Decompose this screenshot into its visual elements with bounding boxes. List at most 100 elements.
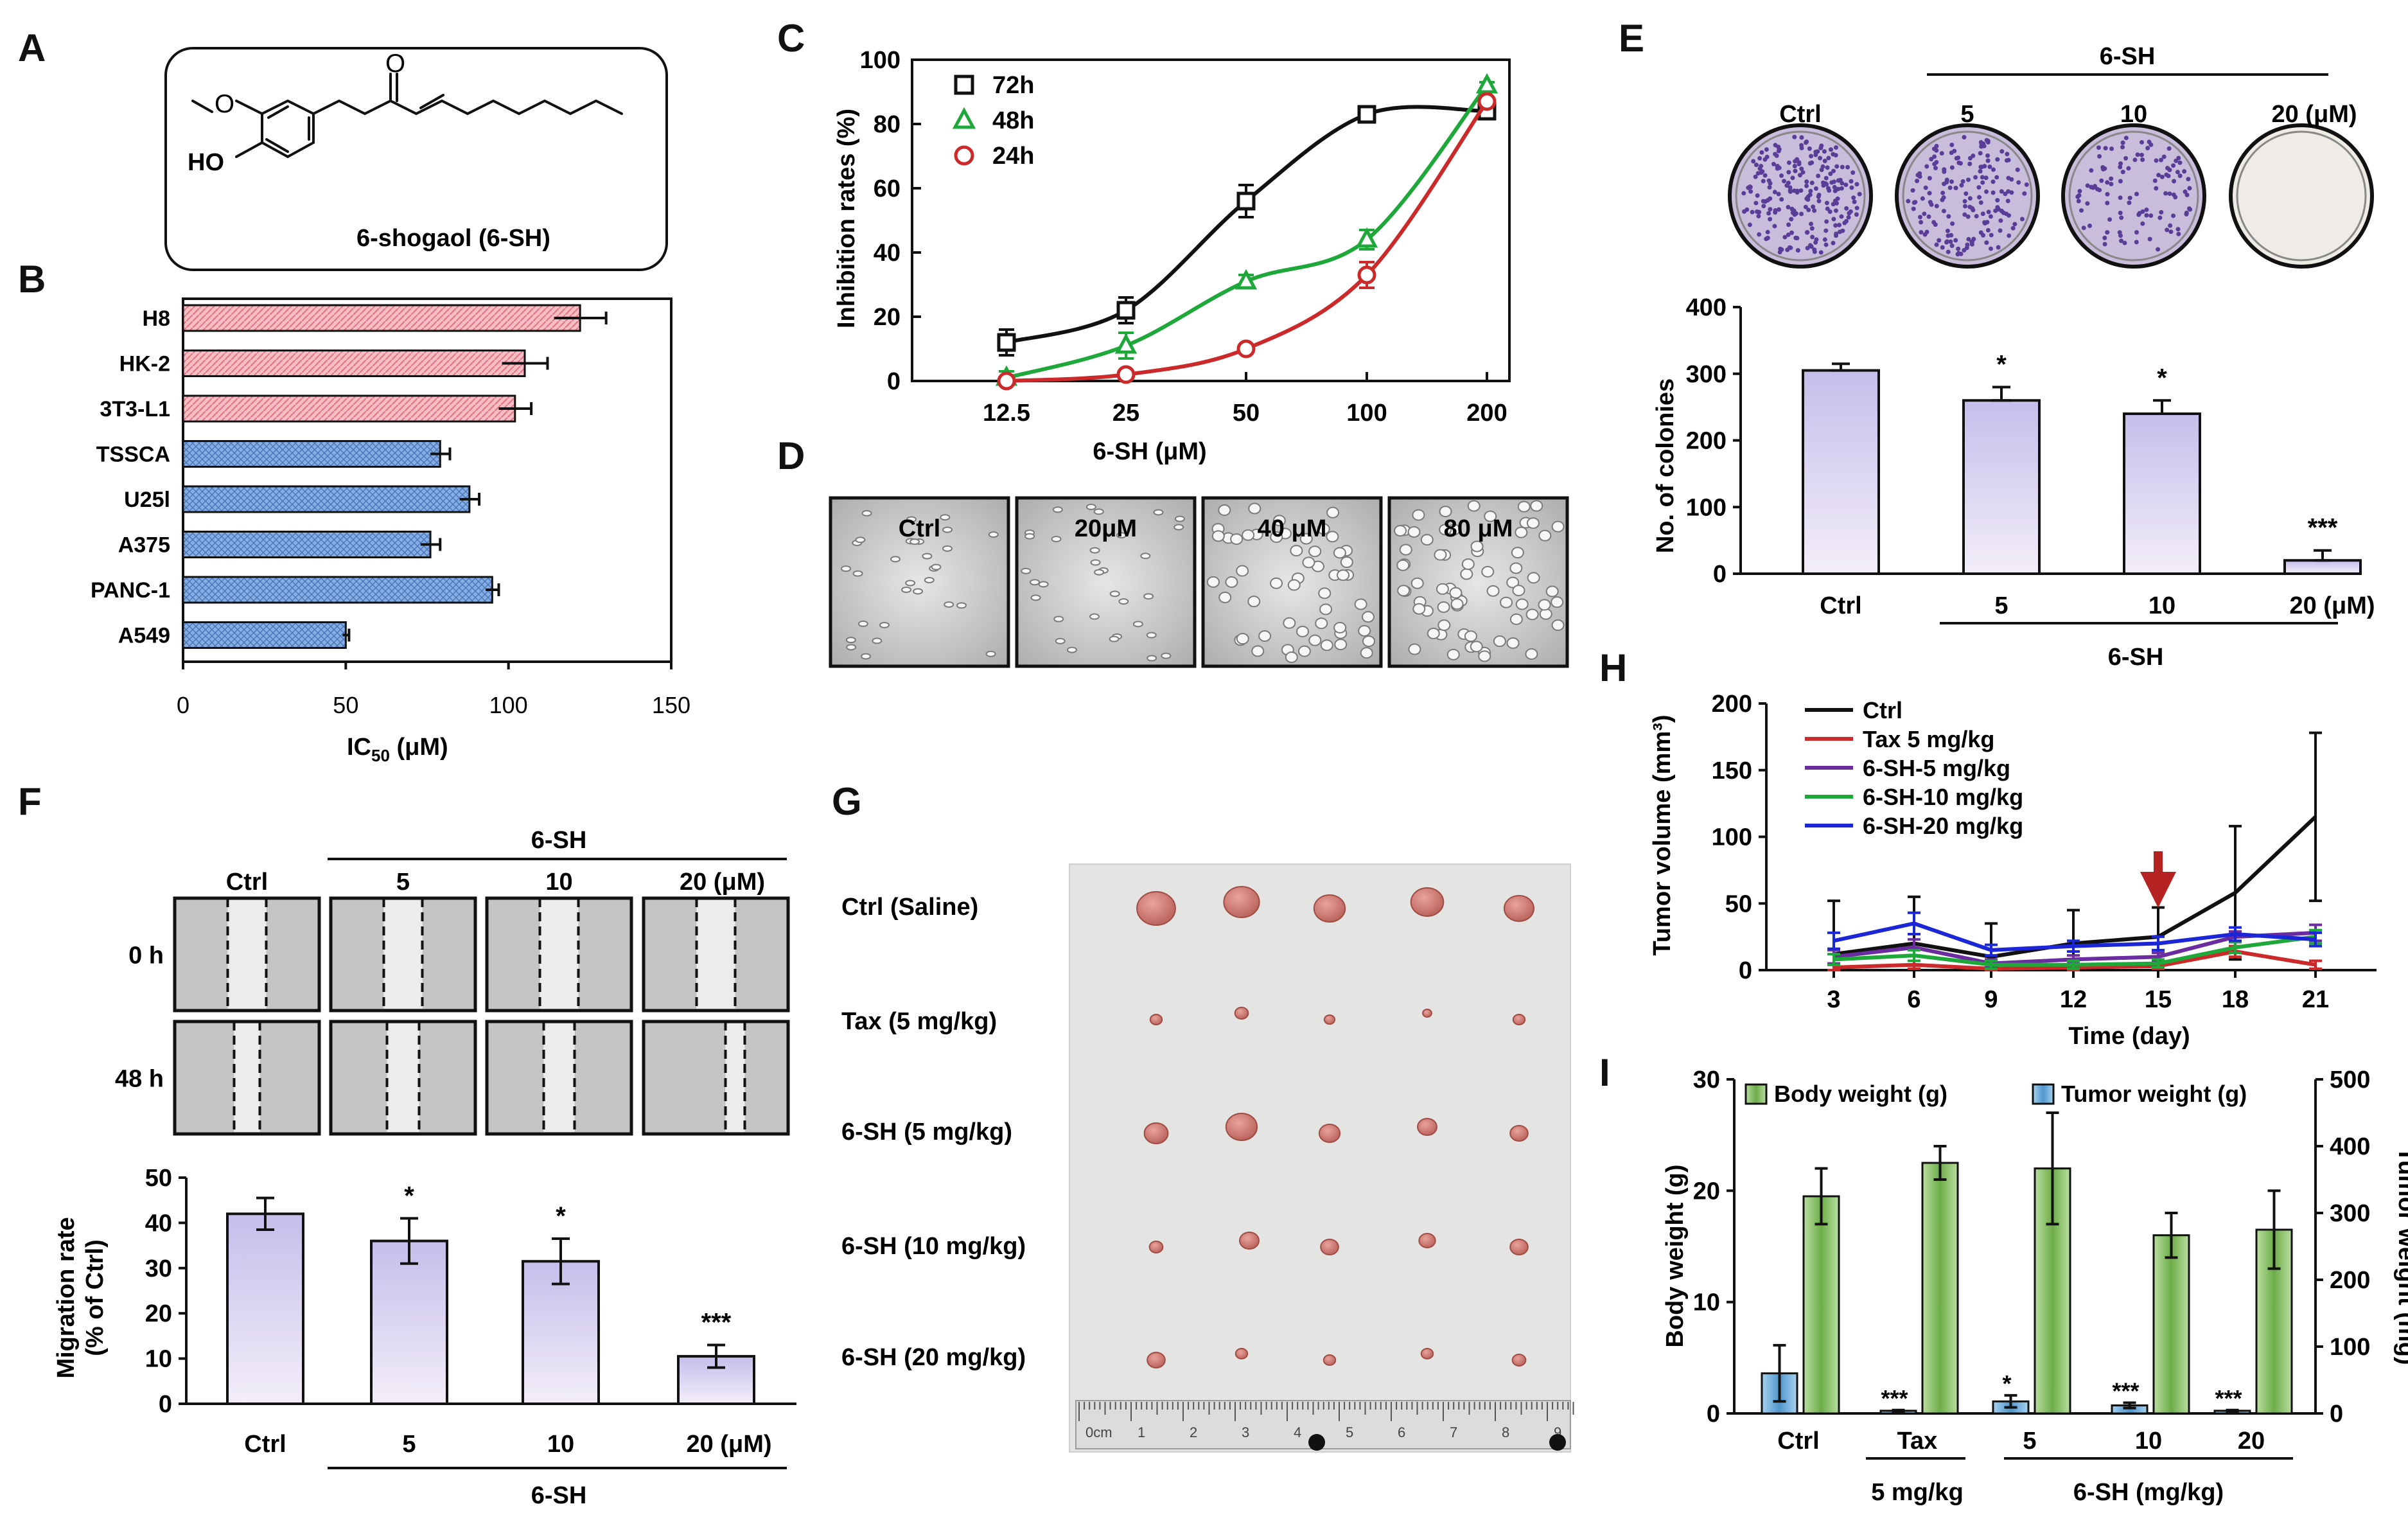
tumor	[1143, 1122, 1169, 1144]
colony-dot	[1983, 175, 1989, 181]
colony-dot	[2009, 190, 2014, 195]
cell	[901, 586, 912, 593]
y-tick-label: 100	[860, 47, 901, 74]
colony-dot	[1987, 164, 1992, 170]
marker-circle	[1477, 92, 1497, 111]
colony-dot	[2134, 191, 2140, 197]
colony-dot	[1776, 207, 1781, 212]
cell	[942, 526, 953, 533]
colony-dot	[2156, 247, 2161, 252]
colony-dot	[2177, 173, 2183, 179]
colony-dot	[1832, 188, 1838, 193]
colony-dot	[2168, 223, 2173, 228]
colony-dot	[2159, 157, 2164, 163]
x-tick-label: 20	[2238, 1428, 2265, 1455]
wound-gap	[383, 900, 423, 1009]
condition-label: 10	[545, 869, 572, 896]
significance-mark: ***	[701, 1308, 732, 1336]
colony-dot	[1804, 196, 1809, 201]
colony-dot	[2156, 173, 2161, 178]
tumor	[1225, 1113, 1258, 1141]
cell	[942, 545, 953, 552]
colony-dot	[1822, 159, 1827, 164]
colony-dot	[1911, 206, 1916, 211]
colony-dot	[1816, 194, 1821, 199]
x-tick-label: 25	[1112, 400, 1139, 427]
colony-dot	[1765, 229, 1770, 234]
colony-dot	[1962, 135, 1967, 140]
significance-mark: ***	[2308, 514, 2338, 542]
colony-dot	[1766, 211, 1771, 216]
y-tick-label: 0	[159, 1391, 172, 1418]
colony-dot	[1773, 152, 1778, 157]
marker-triangle	[1475, 73, 1498, 94]
x-tick-label: 10	[2149, 592, 2175, 619]
cell	[1093, 508, 1104, 515]
cell	[1242, 529, 1255, 541]
colony-dot	[2109, 176, 2114, 181]
cell	[1467, 500, 1481, 512]
colony-dot	[2168, 229, 2174, 234]
colony-dot	[1766, 178, 1771, 183]
colony-dot	[2099, 178, 2104, 183]
y2-tick-label: 500	[2330, 1066, 2370, 1093]
x-tick-label: Tax	[1897, 1428, 1938, 1455]
colony-dot	[1999, 149, 2005, 154]
cell	[1411, 577, 1424, 589]
hydroxyl-label: HO	[188, 149, 224, 176]
colony-dot	[1828, 172, 1833, 177]
cell-line-label: U25l	[124, 488, 170, 512]
colony-dot	[1980, 164, 1985, 170]
cell	[1511, 547, 1524, 559]
colony-dot	[1788, 185, 1793, 190]
cell	[1361, 611, 1375, 623]
legend-marker	[952, 107, 976, 129]
cell	[1055, 637, 1066, 644]
colony-dot	[1991, 190, 1996, 195]
colony-dot	[1755, 171, 1761, 176]
marker-square	[1116, 301, 1136, 320]
x-tick-label: 10	[2135, 1428, 2162, 1455]
colony-dot	[1809, 226, 1815, 231]
tumor	[1410, 887, 1445, 917]
cell	[1109, 635, 1120, 642]
colony-dot	[1768, 217, 1773, 222]
y-tick-label: 50	[1725, 890, 1752, 917]
cell	[1449, 587, 1463, 599]
colony-dot	[1786, 222, 1791, 227]
colony-dot	[1753, 200, 1759, 206]
colony-dot	[1945, 228, 1950, 233]
colony-dot	[1989, 246, 1994, 251]
ruler-label: 7	[1450, 1424, 1457, 1440]
tumor	[1234, 1007, 1249, 1020]
cell	[1024, 533, 1035, 540]
colony-dot	[1772, 190, 1777, 195]
cell	[1538, 599, 1551, 611]
colony-bar	[2123, 412, 2201, 575]
cell	[861, 509, 872, 517]
colony-dot	[1776, 148, 1781, 154]
cell	[1318, 587, 1331, 599]
cell	[1397, 585, 1411, 597]
ic50-bar	[182, 621, 347, 649]
colony-dot	[1978, 230, 1983, 235]
x-tick-label: Ctrl	[1820, 592, 1861, 619]
significance-mark: *	[2002, 1370, 2011, 1397]
y-tick-label: 20	[1693, 1178, 1720, 1205]
colony-dot	[1831, 202, 1836, 207]
colony-dot	[2007, 213, 2012, 218]
colony-dot	[1982, 220, 1987, 225]
cell	[1437, 619, 1451, 632]
colony-dot	[2024, 182, 2029, 187]
colony-dot	[1788, 189, 1793, 194]
colony-dot	[1986, 209, 1991, 215]
colony-dot	[1941, 195, 1946, 200]
colony-dot	[1956, 251, 1961, 256]
cell	[1272, 515, 1286, 527]
cell	[1439, 506, 1452, 518]
colony-dot	[2139, 152, 2144, 157]
colony-dot	[1956, 246, 1961, 251]
ruler-label: 6	[1398, 1424, 1405, 1440]
colony-dot	[1995, 198, 2000, 203]
cell	[1147, 655, 1157, 662]
